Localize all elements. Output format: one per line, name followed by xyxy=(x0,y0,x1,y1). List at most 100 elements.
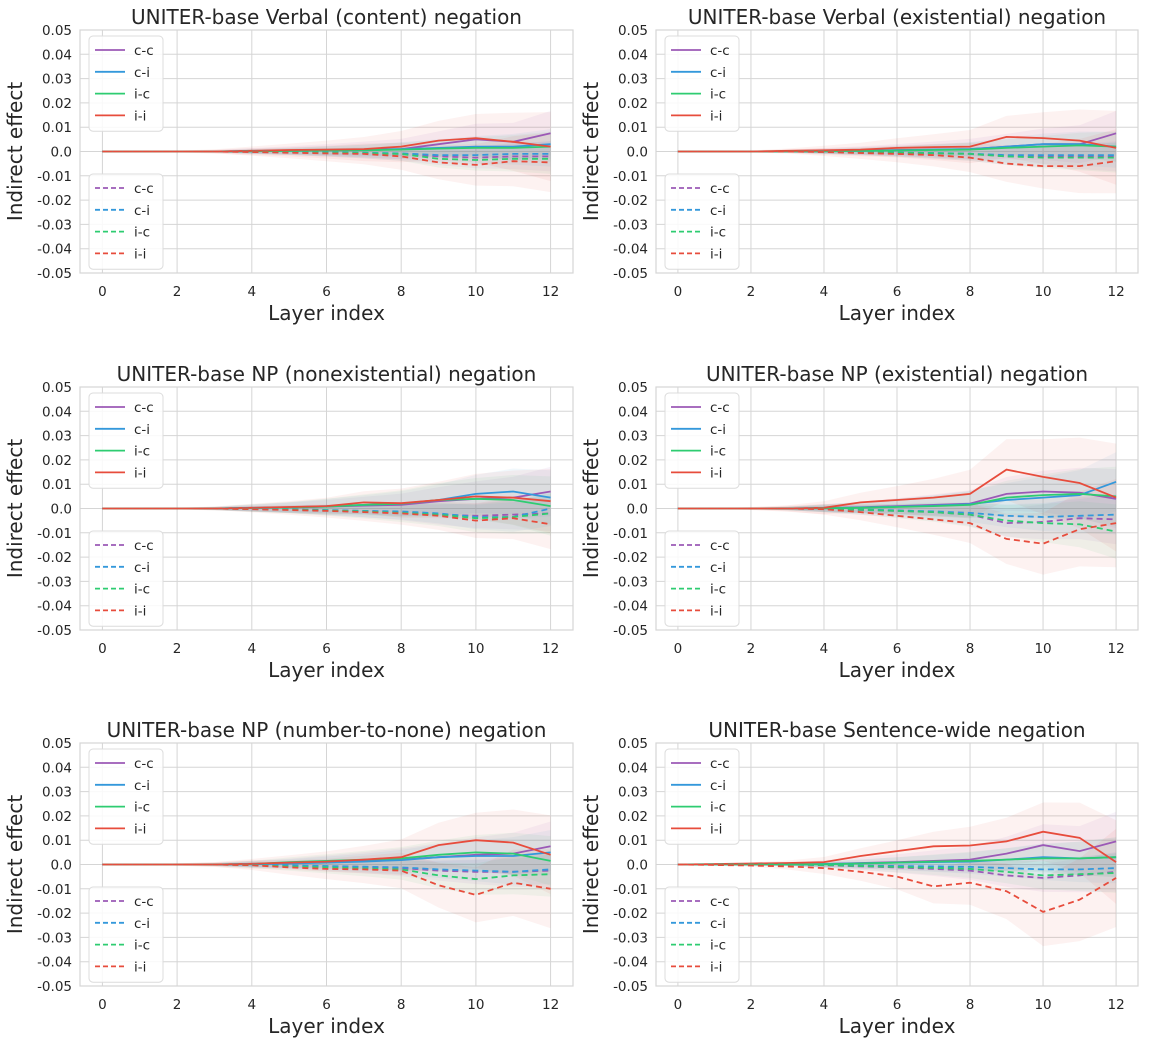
chart-title: UNITER-base NP (number-to-none) negation xyxy=(107,718,547,742)
y-tick-label: 0.05 xyxy=(42,23,72,39)
x-tick-label: 0 xyxy=(98,284,107,300)
x-tick-label: 2 xyxy=(747,641,756,657)
legend-label-c-c: c-c xyxy=(134,756,154,772)
legend-label-i-i: i-i xyxy=(710,465,722,481)
y-tick-label: 0.04 xyxy=(42,760,72,776)
x-tick-label: 12 xyxy=(1107,641,1124,657)
legend-label-c-c: c-c xyxy=(710,894,730,910)
x-tick-label: 6 xyxy=(893,641,902,657)
band-c-i-solid xyxy=(677,131,1117,162)
y-tick-label: -0.01 xyxy=(37,526,72,542)
y-tick-label: -0.03 xyxy=(613,217,648,233)
legend-label-i-c: i-c xyxy=(710,800,726,816)
plot-frame xyxy=(79,386,574,631)
y-tick-label: -0.01 xyxy=(37,882,72,898)
legend-box xyxy=(88,173,164,270)
y-tick-label: -0.02 xyxy=(37,906,72,922)
band-i-c-solid xyxy=(102,131,551,162)
band-i-i-dashed xyxy=(677,828,1117,947)
x-axis-label: Layer index xyxy=(268,658,385,682)
x-tick-label: 12 xyxy=(542,284,559,300)
y-tick-label: -0.05 xyxy=(37,623,72,639)
x-tick-label: 0 xyxy=(98,997,107,1013)
y-tick-label: -0.03 xyxy=(37,574,72,590)
legend-label-i-i: i-i xyxy=(710,108,722,124)
y-tick-label: 0.03 xyxy=(618,785,648,801)
y-tick-label: 0.05 xyxy=(42,380,72,396)
y-tick-label: 0.05 xyxy=(42,736,72,752)
series-line-i-i-dashed xyxy=(102,507,551,526)
legend-dashed: c-c c-i i-c i-i xyxy=(88,886,164,983)
series-line-i-i-dashed xyxy=(677,863,1117,913)
y-tick-label: -0.01 xyxy=(37,169,72,185)
legend-solid: c-c c-i i-c i-i xyxy=(88,35,164,132)
band-c-i-dashed xyxy=(677,494,1117,535)
y-tick-label: -0.05 xyxy=(613,623,648,639)
band-i-c-dashed xyxy=(102,493,551,534)
x-tick-label: 8 xyxy=(966,997,975,1013)
band-i-i-dashed xyxy=(677,478,1117,575)
legend-dashed: c-c c-i i-c i-i xyxy=(88,530,164,627)
x-tick-label: 2 xyxy=(747,997,756,1013)
y-tick-label: 0.0 xyxy=(51,502,72,518)
x-tick-label: 12 xyxy=(542,641,559,657)
x-tick-label: 10 xyxy=(1034,284,1051,300)
x-tick-label: 8 xyxy=(397,997,406,1013)
band-i-i-solid xyxy=(102,469,551,534)
x-tick-label: 4 xyxy=(820,284,829,300)
band-c-c-solid xyxy=(102,466,551,519)
band-i-c-solid xyxy=(677,466,1117,526)
y-tick-label: 0.05 xyxy=(618,380,648,396)
y-tick-label: 0.0 xyxy=(627,145,648,161)
legend-label-c-c: c-c xyxy=(134,538,154,554)
y-tick-label: 0.04 xyxy=(42,404,72,420)
legend-label-c-c: c-c xyxy=(710,400,730,416)
legend-label-i-c: i-c xyxy=(710,87,726,103)
legend-solid: c-c c-i i-c i-i xyxy=(664,35,740,132)
y-tick-label: -0.01 xyxy=(613,526,648,542)
legend-label-i-i: i-i xyxy=(134,959,146,975)
y-tick-label: 0.03 xyxy=(618,429,648,445)
x-tick-label: 2 xyxy=(173,997,182,1013)
x-tick-label: 0 xyxy=(674,997,683,1013)
y-tick-label: 0.03 xyxy=(42,785,72,801)
y-tick-label: -0.04 xyxy=(613,599,648,615)
x-tick-label: 6 xyxy=(893,284,902,300)
band-i-i-dashed xyxy=(677,129,1117,194)
legend-label-c-i: c-i xyxy=(134,65,150,81)
x-tick-label: 6 xyxy=(322,641,331,657)
legend-dashed: c-c c-i i-c i-i xyxy=(664,530,740,627)
series-line-i-i-dashed xyxy=(677,150,1117,168)
chart-title: UNITER-base Verbal (content) negation xyxy=(131,5,522,29)
legend-dashed: c-c c-i i-c i-i xyxy=(664,886,740,983)
legend-label-c-i: c-i xyxy=(134,778,150,794)
band-c-c-dashed xyxy=(677,851,1117,893)
legend-label-i-c: i-c xyxy=(710,444,726,460)
legend-label-i-i: i-i xyxy=(710,959,722,975)
x-tick-label: 0 xyxy=(674,284,683,300)
y-tick-label: -0.01 xyxy=(613,169,648,185)
legend-label-i-c: i-c xyxy=(134,444,150,460)
legend-label-c-i: c-i xyxy=(134,560,150,576)
band-c-c-dashed xyxy=(677,494,1117,545)
band-i-c-dashed xyxy=(677,501,1117,559)
y-tick-label: -0.02 xyxy=(37,550,72,566)
y-axis-label: Indirect effect xyxy=(3,82,27,221)
band-c-i-dashed xyxy=(677,142,1117,168)
legend-label-c-c: c-c xyxy=(710,538,730,554)
x-tick-label: 10 xyxy=(1034,997,1051,1013)
legend-label-c-i: c-i xyxy=(134,203,150,219)
band-i-i-dashed xyxy=(102,849,551,929)
legend-solid: c-c c-i i-c i-i xyxy=(664,392,740,489)
legend-label-i-i: i-i xyxy=(710,603,722,619)
x-tick-label: 4 xyxy=(248,997,257,1013)
x-tick-label: 4 xyxy=(248,284,257,300)
legend-box xyxy=(664,173,740,270)
legend-label-i-c: i-c xyxy=(134,800,150,816)
y-tick-label: -0.03 xyxy=(37,217,72,233)
legend-label-c-c: c-c xyxy=(710,756,730,772)
legend-label-i-i: i-i xyxy=(134,821,146,837)
band-c-i-solid xyxy=(677,837,1117,878)
legend-label-c-c: c-c xyxy=(134,43,154,59)
